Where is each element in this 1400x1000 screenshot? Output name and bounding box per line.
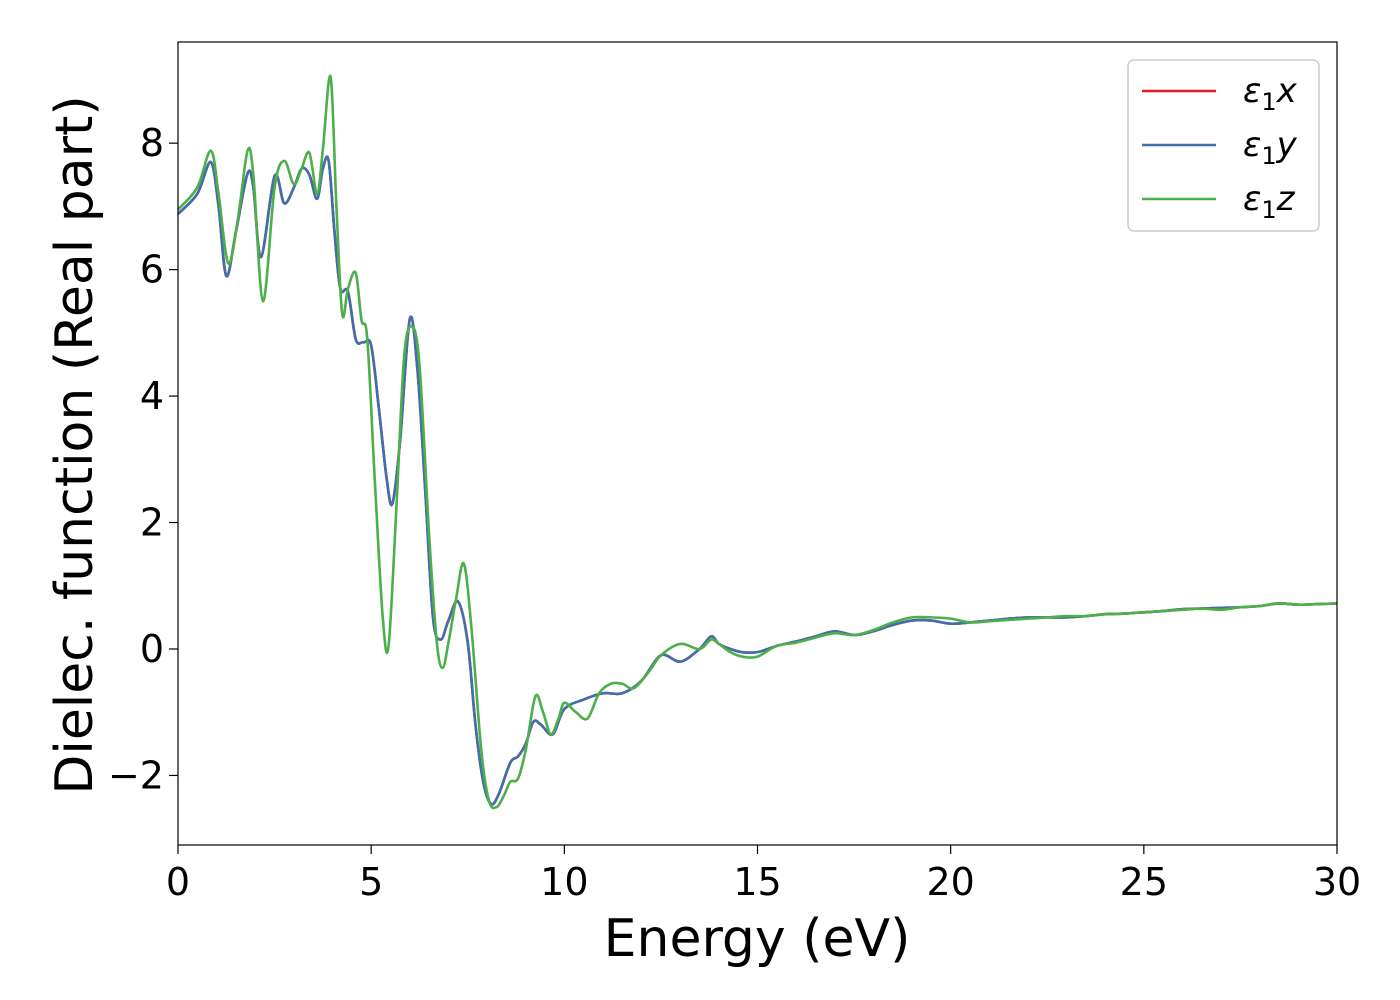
x-tick-label: 20 [926, 860, 974, 904]
legend: ε1x ε1y ε1z [1127, 59, 1320, 232]
y-tick-label: −2 [108, 753, 164, 797]
y-tick-label: 0 [140, 627, 164, 671]
legend-label-z: ε1z [1243, 179, 1296, 224]
x-tick-label: 5 [359, 860, 383, 904]
x-tick-label: 10 [540, 860, 588, 904]
legend-label-x: ε1x [1243, 71, 1298, 116]
x-tick-label: 30 [1313, 860, 1361, 904]
y-axis-ticks: −2 0 2 4 6 8 [108, 121, 178, 797]
legend-label-y: ε1y [1243, 125, 1298, 170]
x-tick-label: 25 [1120, 860, 1168, 904]
y-tick-label: 6 [140, 248, 164, 292]
x-tick-label: 15 [733, 860, 781, 904]
x-axis-title: Energy (eV) [604, 909, 911, 969]
legend-box [1127, 59, 1320, 232]
y-tick-label: 4 [140, 374, 164, 418]
y-tick-label: 2 [140, 501, 164, 545]
y-tick-label: 8 [140, 121, 164, 165]
x-tick-label: 0 [166, 860, 190, 904]
x-axis-ticks: 0 5 10 15 20 25 30 [166, 845, 1361, 904]
series-layer [177, 74, 1338, 810]
series-line-z [177, 74, 1338, 810]
y-axis-title: Dielec. function (Real part) [45, 95, 105, 794]
